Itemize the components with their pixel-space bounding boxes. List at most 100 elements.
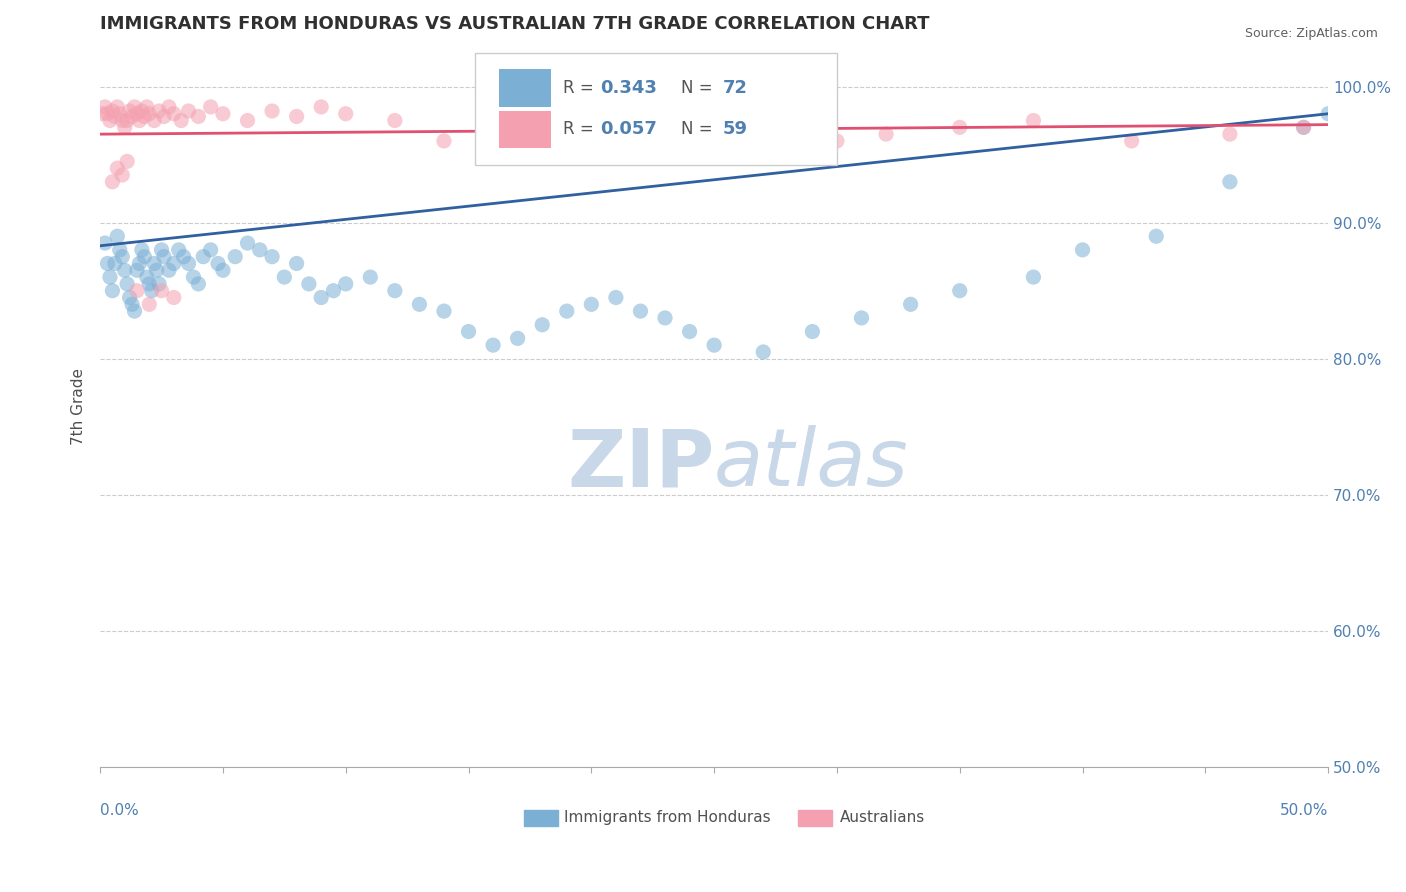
Text: N =: N =: [681, 78, 718, 96]
Point: [183, 270, 205, 285]
Point: [108, 243, 131, 257]
Point: [1292, 120, 1315, 135]
Bar: [797, 811, 832, 826]
Text: atlas: atlas: [714, 425, 908, 503]
Point: [108, 107, 131, 121]
Text: Immigrants from Honduras: Immigrants from Honduras: [564, 810, 770, 825]
Text: IMMIGRANTS FROM HONDURAS VS AUSTRALIAN 7TH GRADE CORRELATION CHART: IMMIGRANTS FROM HONDURAS VS AUSTRALIAN 7…: [100, 15, 929, 33]
Point: [98, 113, 121, 128]
Point: [114, 263, 136, 277]
Point: [212, 107, 235, 121]
Point: [101, 175, 124, 189]
Point: [506, 331, 529, 345]
Point: [145, 263, 167, 277]
Point: [801, 325, 824, 339]
Point: [1219, 127, 1241, 141]
Point: [104, 256, 127, 270]
Point: [94, 100, 117, 114]
Point: [131, 103, 153, 118]
Point: [482, 127, 505, 141]
Point: [678, 325, 700, 339]
Point: [298, 277, 321, 291]
Point: [260, 103, 283, 118]
Point: [105, 100, 128, 114]
Point: [118, 291, 141, 305]
Point: [285, 256, 308, 270]
Point: [143, 113, 166, 128]
Point: [207, 256, 229, 270]
Point: [200, 100, 222, 114]
FancyBboxPatch shape: [499, 70, 551, 107]
Point: [433, 304, 456, 318]
Point: [727, 120, 749, 135]
Point: [285, 110, 308, 124]
Point: [433, 134, 456, 148]
Point: [153, 250, 176, 264]
Point: [121, 297, 143, 311]
Point: [678, 127, 700, 141]
FancyBboxPatch shape: [475, 53, 837, 165]
Point: [157, 100, 180, 114]
Point: [115, 113, 138, 128]
Point: [200, 243, 222, 257]
Text: N =: N =: [681, 120, 718, 137]
Point: [309, 100, 332, 114]
Point: [98, 270, 121, 285]
Point: [359, 270, 381, 285]
Point: [851, 310, 873, 325]
Text: Source: ZipAtlas.com: Source: ZipAtlas.com: [1244, 27, 1378, 40]
Point: [91, 107, 114, 121]
Point: [138, 107, 160, 121]
Point: [135, 270, 157, 285]
Point: [581, 113, 603, 128]
Point: [249, 243, 271, 257]
Point: [457, 325, 479, 339]
Point: [1144, 229, 1167, 244]
Point: [177, 103, 200, 118]
Point: [1317, 107, 1340, 121]
Point: [212, 263, 235, 277]
Point: [111, 113, 134, 128]
Point: [335, 107, 357, 121]
Point: [163, 256, 186, 270]
Point: [1121, 134, 1143, 148]
FancyBboxPatch shape: [499, 111, 551, 148]
Point: [531, 120, 554, 135]
Point: [148, 277, 170, 291]
Point: [875, 127, 897, 141]
Point: [118, 103, 141, 118]
Point: [153, 110, 176, 124]
Point: [163, 291, 186, 305]
Point: [128, 256, 150, 270]
Text: 50.0%: 50.0%: [1279, 803, 1329, 818]
Point: [236, 235, 259, 250]
Y-axis label: 7th Grade: 7th Grade: [72, 368, 86, 445]
Point: [605, 291, 627, 305]
Point: [138, 297, 160, 311]
Point: [1219, 175, 1241, 189]
Point: [193, 250, 215, 264]
Point: [187, 277, 209, 291]
Point: [163, 107, 186, 121]
Point: [224, 250, 246, 264]
Point: [143, 256, 166, 270]
Point: [138, 277, 160, 291]
Point: [825, 134, 848, 148]
Text: 72: 72: [723, 78, 748, 96]
Point: [630, 304, 652, 318]
Point: [1071, 243, 1094, 257]
Point: [949, 120, 972, 135]
Point: [581, 297, 603, 311]
Point: [141, 284, 163, 298]
Point: [335, 277, 357, 291]
Point: [150, 284, 173, 298]
Point: [1022, 270, 1045, 285]
Point: [105, 229, 128, 244]
Point: [260, 250, 283, 264]
Point: [115, 277, 138, 291]
Point: [101, 284, 124, 298]
Point: [157, 263, 180, 277]
Point: [131, 243, 153, 257]
Point: [170, 113, 193, 128]
Point: [124, 304, 146, 318]
